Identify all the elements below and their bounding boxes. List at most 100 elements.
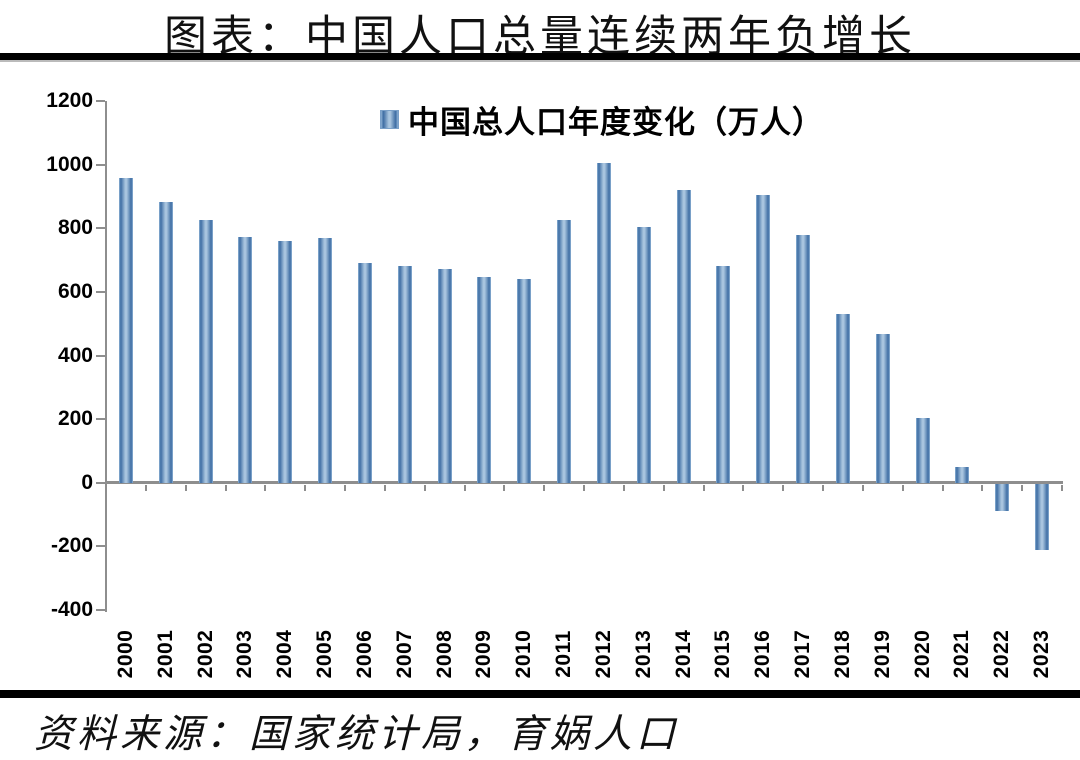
bar-2006: [357, 262, 372, 483]
category-tick: [662, 484, 665, 491]
legend-label: 中国总人口年度变化（万人）: [408, 105, 824, 140]
category-tick: [543, 484, 546, 491]
bar-2015: [716, 266, 731, 483]
category-tick: [503, 484, 506, 491]
x-axis-label-2007: 2007: [392, 629, 416, 679]
bar-2007: [397, 266, 412, 483]
y-axis-label: 400: [57, 343, 93, 367]
chart-legend: 中国总人口年度变化（万人）: [380, 97, 824, 142]
x-axis-label-2021: 2021: [950, 629, 974, 679]
bar-2020: [915, 417, 930, 483]
x-axis-label-2005: 2005: [313, 629, 337, 679]
x-axis-line: [105, 481, 1063, 485]
bar-2003: [238, 236, 253, 483]
x-axis-label-2016: 2016: [751, 629, 775, 679]
x-axis-label-2001: 2001: [153, 629, 177, 679]
category-tick: [144, 484, 147, 491]
y-axis-line: [105, 101, 107, 612]
x-axis-label-2006: 2006: [352, 629, 376, 679]
category-tick: [981, 484, 984, 491]
category-tick: [583, 484, 585, 491]
y-axis-label: 600: [57, 279, 93, 303]
top-divider: [0, 53, 1080, 62]
y-axis-label: -200: [50, 534, 93, 558]
category-tick: [901, 484, 904, 491]
y-axis-label: 1000: [46, 152, 93, 176]
y-axis-label: 800: [57, 216, 93, 240]
x-axis-label-2018: 2018: [830, 629, 854, 679]
x-axis-label-2008: 2008: [432, 629, 456, 679]
bar-2022: [995, 484, 1010, 512]
x-axis-label-2017: 2017: [791, 629, 815, 679]
bar-2016: [756, 194, 771, 483]
legend-marker-icon: [380, 110, 399, 129]
x-axis-label-2020: 2020: [910, 629, 934, 679]
category-tick: [1061, 484, 1063, 491]
y-axis-tick: [96, 418, 105, 421]
bar-2013: [636, 226, 651, 483]
category-tick: [463, 484, 466, 491]
bar-2021: [955, 467, 970, 483]
bar-2010: [517, 278, 532, 483]
bar-2011: [557, 220, 572, 483]
y-axis-tick: [96, 163, 105, 166]
category-tick: [423, 484, 426, 491]
bar-2023: [1035, 484, 1050, 551]
bar-2002: [198, 219, 213, 483]
y-axis-tick: [96, 354, 105, 357]
category-tick: [742, 484, 745, 491]
x-axis-label-2004: 2004: [273, 629, 297, 679]
x-axis-label-2002: 2002: [193, 629, 217, 679]
x-axis-label-2022: 2022: [990, 629, 1014, 679]
x-axis-label-2015: 2015: [711, 629, 735, 679]
y-axis-tick: [96, 609, 105, 611]
x-axis-label-2003: 2003: [233, 629, 257, 679]
y-axis-label: 200: [57, 407, 93, 431]
category-tick: [622, 484, 625, 491]
bar-2017: [796, 234, 811, 483]
category-tick: [105, 484, 107, 491]
bar-2005: [318, 238, 333, 483]
category-tick: [941, 484, 944, 491]
bar-2009: [477, 276, 492, 483]
bar-2012: [596, 162, 611, 483]
y-axis-tick: [96, 481, 105, 484]
category-tick: [782, 484, 785, 491]
y-axis-tick: [96, 100, 105, 102]
category-tick: [344, 484, 346, 491]
x-axis-label-2019: 2019: [870, 629, 894, 679]
x-axis-label-2014: 2014: [671, 629, 695, 679]
bottom-divider: [0, 690, 1080, 698]
bar-2001: [158, 201, 173, 483]
category-tick: [224, 484, 227, 491]
y-axis-tick: [96, 290, 105, 293]
source-note: 资料来源：国家统计局，育娲人口: [34, 713, 680, 756]
bar-2018: [835, 314, 850, 483]
category-tick: [304, 484, 307, 491]
category-tick: [383, 484, 386, 491]
bar-2004: [278, 240, 293, 483]
x-axis-label-2013: 2013: [631, 629, 655, 679]
x-axis-label-2012: 2012: [591, 629, 615, 679]
x-axis-label-2009: 2009: [472, 629, 496, 679]
category-tick: [184, 484, 187, 491]
bar-2019: [875, 334, 890, 483]
bar-2008: [437, 268, 452, 483]
category-tick: [861, 484, 864, 491]
category-tick: [702, 484, 705, 491]
x-axis-label-2000: 2000: [113, 629, 137, 679]
x-axis-label-2023: 2023: [1030, 629, 1054, 679]
category-tick: [264, 484, 267, 491]
y-axis-tick: [96, 545, 105, 548]
x-axis-label-2010: 2010: [512, 629, 536, 679]
y-axis-label: 0: [81, 470, 93, 494]
category-tick: [1021, 484, 1024, 491]
y-axis-label: 1200: [46, 89, 93, 112]
y-axis-label: -400: [50, 598, 93, 621]
y-axis-tick: [96, 227, 105, 230]
bar-2014: [676, 190, 691, 483]
bar-2000: [118, 178, 133, 483]
category-tick: [822, 484, 824, 491]
